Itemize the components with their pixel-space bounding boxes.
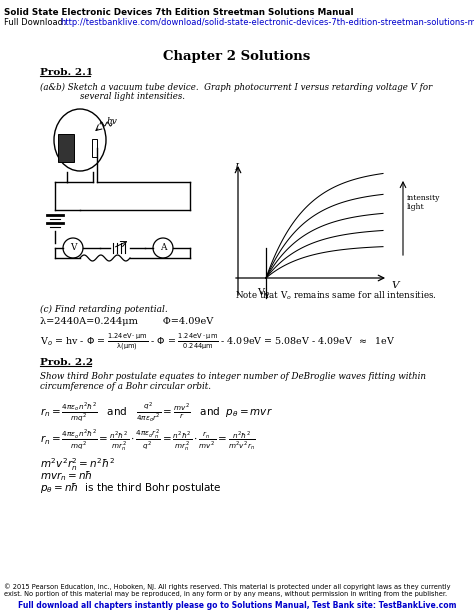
Text: hv: hv	[107, 117, 118, 126]
Text: © 2015 Pearson Education, Inc., Hoboken, NJ. All rights reserved. This material : © 2015 Pearson Education, Inc., Hoboken,…	[4, 583, 450, 590]
Bar	[58, 134, 74, 162]
Text: Solid State Electronic Devices 7th Edition Streetman Solutions Manual: Solid State Electronic Devices 7th Editi…	[4, 8, 354, 17]
Text: $r_n = \frac{4\pi\varepsilon_o n^2\hbar^2}{mq^2} = \frac{n^2\hbar^2}{mr_n^2} \cd: $r_n = \frac{4\pi\varepsilon_o n^2\hbar^…	[40, 428, 255, 454]
Text: λ=2440A=0.244μm        Φ=4.09eV: λ=2440A=0.244μm Φ=4.09eV	[40, 317, 213, 326]
Text: several light intensities.: several light intensities.	[80, 92, 185, 101]
Text: Full Download:: Full Download:	[4, 18, 68, 27]
Text: V$_o$ = hv - $\Phi$ = $\frac{1.24\rm{eV}\cdot\mu m}{\lambda(\mu m)}$ - $\Phi$ = : V$_o$ = hv - $\Phi$ = $\frac{1.24\rm{eV}…	[40, 332, 395, 352]
Text: $p_\theta = n\hbar$  is the third Bohr postulate: $p_\theta = n\hbar$ is the third Bohr po…	[40, 481, 222, 495]
Text: V: V	[70, 243, 76, 253]
Text: I: I	[234, 163, 238, 172]
Text: Note that V$_o$ remains same for all intensities.: Note that V$_o$ remains same for all int…	[235, 290, 437, 302]
Text: $mvr_n = n\hbar$: $mvr_n = n\hbar$	[40, 469, 93, 483]
Bar	[92, 139, 97, 157]
Text: Prob. 2.1: Prob. 2.1	[40, 68, 93, 77]
Text: Show third Bohr postulate equates to integer number of DeBroglie waves fitting w: Show third Bohr postulate equates to int…	[40, 372, 426, 381]
Text: exist. No portion of this material may be reproduced, in any form or by any mean: exist. No portion of this material may b…	[4, 591, 447, 597]
Text: V: V	[391, 281, 399, 290]
Text: Prob. 2.2: Prob. 2.2	[40, 358, 93, 367]
Text: light: light	[407, 203, 425, 211]
Text: A: A	[160, 243, 166, 253]
Text: circumference of a Bohr circular orbit.: circumference of a Bohr circular orbit.	[40, 382, 211, 391]
Text: Chapter 2 Solutions: Chapter 2 Solutions	[164, 50, 310, 63]
Text: V$_o$: V$_o$	[257, 286, 271, 299]
Text: intensity: intensity	[407, 194, 440, 202]
Text: (a&b) Sketch a vacuum tube device.  Graph photocurrent I versus retarding voltag: (a&b) Sketch a vacuum tube device. Graph…	[40, 83, 432, 92]
Text: Full download all chapters instantly please go to Solutions Manual, Test Bank si: Full download all chapters instantly ple…	[18, 601, 456, 610]
Text: http://testbanklive.com/download/solid-state-electronic-devices-7th-edition-stre: http://testbanklive.com/download/solid-s…	[60, 18, 474, 27]
Text: (c) Find retarding potential.: (c) Find retarding potential.	[40, 305, 168, 314]
Text: $m^2v^2r_n^2 = n^2\hbar^2$: $m^2v^2r_n^2 = n^2\hbar^2$	[40, 456, 116, 473]
Text: $r_n = \frac{4\pi\varepsilon_o n^2\hbar^2}{mq^2}$   and   $\frac{q^2}{4\pi\varep: $r_n = \frac{4\pi\varepsilon_o n^2\hbar^…	[40, 400, 273, 424]
